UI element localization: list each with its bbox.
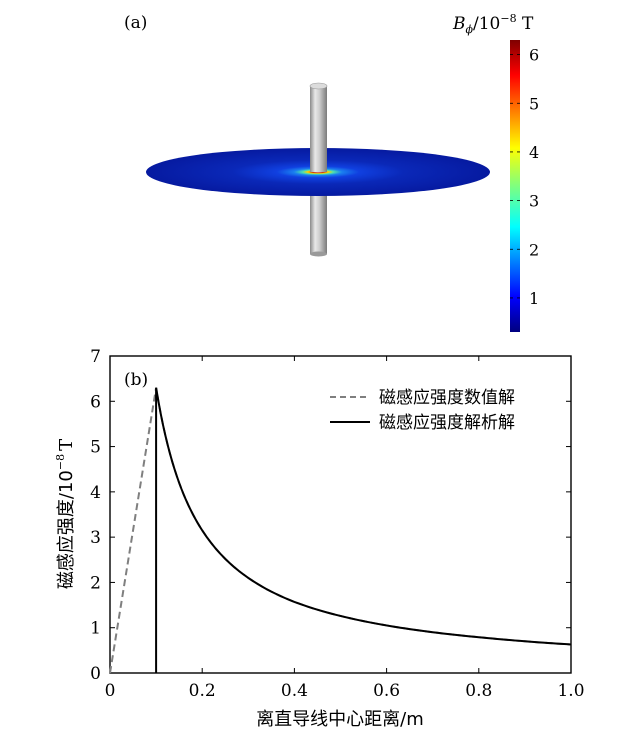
colorbar-tick-label: 4	[529, 143, 539, 162]
x-tick-label: 1.0	[557, 681, 584, 701]
legend: 磁感应强度数值解 磁感应强度解析解	[330, 388, 515, 433]
colorbar-tick-label: 2	[529, 240, 539, 259]
colorbar-tick-label: 1	[529, 289, 539, 308]
y-tick-label: 6	[90, 392, 101, 412]
series-line-analytic	[155, 387, 572, 673]
plot-frame	[109, 355, 572, 674]
x-tick-label: 0.2	[189, 681, 216, 701]
x-tick-label: 0.8	[465, 681, 492, 701]
y-tick-label: 5	[90, 438, 101, 458]
plot-series	[109, 387, 572, 674]
axis-ticks: 0 0.2 0.4 0.6 0.8 1.0 0 1 2 3 4 5 6 7	[90, 347, 584, 701]
colorbar-tick-label: 5	[529, 94, 539, 113]
colorbar-tick-label: 6	[529, 46, 539, 65]
colorbar-tick-label: 3	[529, 192, 539, 211]
wire-bottom-cap	[310, 251, 327, 257]
y-tick-label: 7	[90, 347, 101, 367]
colorbar: Bϕ/10−8 T 1 2 3 4 5 6	[452, 12, 539, 332]
colorbar-gradient	[510, 40, 520, 332]
wire-top-cap	[309, 82, 328, 90]
x-tick-label: 0.6	[373, 681, 400, 701]
x-axis-label: 离直导线中心距离/m	[256, 709, 424, 730]
x-tick-label: 0	[105, 681, 116, 701]
panel-a-label: (a)	[124, 13, 147, 33]
y-tick-label: 2	[90, 573, 101, 593]
wire-upper	[310, 86, 327, 172]
y-tick-label: 1	[90, 619, 101, 639]
panel-b-label: (b)	[124, 370, 148, 390]
colorbar-title: Bϕ/10−8 T	[452, 12, 534, 36]
legend-label-analytic: 磁感应强度解析解	[379, 413, 515, 433]
panel-a: (a) Bϕ/10−8 T 1 2 3 4 5 6	[124, 12, 539, 332]
y-tick-label: 4	[90, 483, 101, 503]
x-tick-label: 0.4	[281, 681, 308, 701]
colorbar-ticks: 1 2 3 4 5 6	[510, 46, 539, 308]
legend-label-numeric: 磁感应强度数值解	[379, 388, 515, 408]
y-axis-label: 磁感应强度/10−8T	[54, 439, 77, 589]
y-tick-label: 3	[90, 528, 101, 548]
y-tick-label: 0	[90, 664, 101, 684]
panel-b: 0 0.2 0.4 0.6 0.8 1.0 0 1 2 3 4 5 6 7 (b) 磁感应强度数值解 磁感…	[54, 347, 585, 730]
